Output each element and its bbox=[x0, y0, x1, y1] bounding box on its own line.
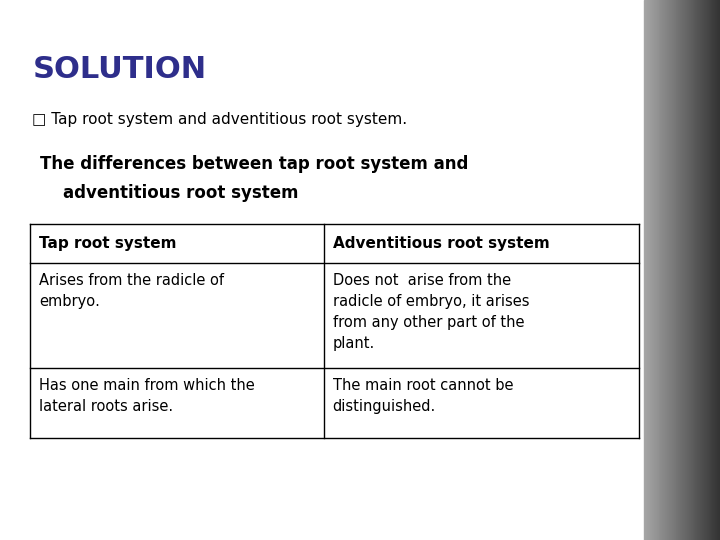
Bar bbox=[705, 0, 706, 540]
Bar bbox=[707, 0, 708, 540]
Text: Has one main from which the
lateral roots arise.: Has one main from which the lateral root… bbox=[39, 378, 255, 414]
Bar bbox=[656, 0, 657, 540]
Bar bbox=[714, 0, 715, 540]
Bar bbox=[659, 0, 660, 540]
Bar bbox=[667, 0, 668, 540]
Bar bbox=[663, 0, 665, 540]
Bar bbox=[719, 0, 720, 540]
Bar bbox=[653, 0, 654, 540]
Bar bbox=[715, 0, 716, 540]
Bar bbox=[686, 0, 687, 540]
Bar bbox=[683, 0, 684, 540]
Bar bbox=[711, 0, 713, 540]
Bar bbox=[668, 0, 669, 540]
Bar bbox=[716, 0, 717, 540]
Bar bbox=[717, 0, 718, 540]
Bar bbox=[672, 0, 674, 540]
Bar bbox=[650, 0, 651, 540]
Text: Adventitious root system: Adventitious root system bbox=[333, 236, 549, 251]
Bar bbox=[689, 0, 690, 540]
Bar bbox=[702, 0, 703, 540]
Bar bbox=[710, 0, 711, 540]
Bar bbox=[690, 0, 692, 540]
Text: Arises from the radicle of
embryо.: Arises from the radicle of embryо. bbox=[39, 273, 224, 309]
Bar bbox=[708, 0, 710, 540]
Bar bbox=[678, 0, 680, 540]
Bar bbox=[674, 0, 675, 540]
Bar bbox=[654, 0, 656, 540]
Bar bbox=[684, 0, 685, 540]
Bar bbox=[649, 0, 650, 540]
Bar bbox=[701, 0, 702, 540]
Bar bbox=[687, 0, 688, 540]
Bar bbox=[644, 0, 645, 540]
Bar bbox=[666, 0, 667, 540]
Bar bbox=[665, 0, 666, 540]
Text: Tap root system: Tap root system bbox=[39, 236, 176, 251]
Bar bbox=[692, 0, 693, 540]
Bar bbox=[700, 0, 701, 540]
Bar bbox=[718, 0, 719, 540]
Bar bbox=[660, 0, 662, 540]
Bar bbox=[693, 0, 695, 540]
Bar bbox=[662, 0, 663, 540]
Text: adventitious root system: adventitious root system bbox=[40, 185, 298, 202]
Bar bbox=[681, 0, 683, 540]
Bar bbox=[698, 0, 699, 540]
Bar bbox=[657, 0, 659, 540]
Text: Does not  arise from the
radicle of embryo, it arises
from any other part of the: Does not arise from the radicle of embry… bbox=[333, 273, 529, 350]
Bar bbox=[680, 0, 681, 540]
Bar bbox=[671, 0, 672, 540]
Bar bbox=[685, 0, 686, 540]
Bar bbox=[696, 0, 698, 540]
Bar bbox=[706, 0, 707, 540]
Bar bbox=[688, 0, 689, 540]
Text: The main root cannot be
distinguished.: The main root cannot be distinguished. bbox=[333, 378, 513, 414]
Bar bbox=[647, 0, 648, 540]
Bar bbox=[703, 0, 704, 540]
Bar bbox=[713, 0, 714, 540]
Bar bbox=[669, 0, 670, 540]
Bar bbox=[675, 0, 677, 540]
Bar bbox=[677, 0, 678, 540]
Bar bbox=[704, 0, 705, 540]
Bar bbox=[652, 0, 653, 540]
Text: SOLUTION: SOLUTION bbox=[32, 55, 207, 84]
Bar bbox=[645, 0, 647, 540]
Text: □ Tap root system and adventitious root system.: □ Tap root system and adventitious root … bbox=[32, 112, 408, 127]
Bar bbox=[695, 0, 696, 540]
Bar bbox=[670, 0, 671, 540]
Text: The differences between tap root system and: The differences between tap root system … bbox=[40, 155, 468, 173]
Bar bbox=[699, 0, 700, 540]
Bar bbox=[648, 0, 649, 540]
Bar bbox=[651, 0, 652, 540]
